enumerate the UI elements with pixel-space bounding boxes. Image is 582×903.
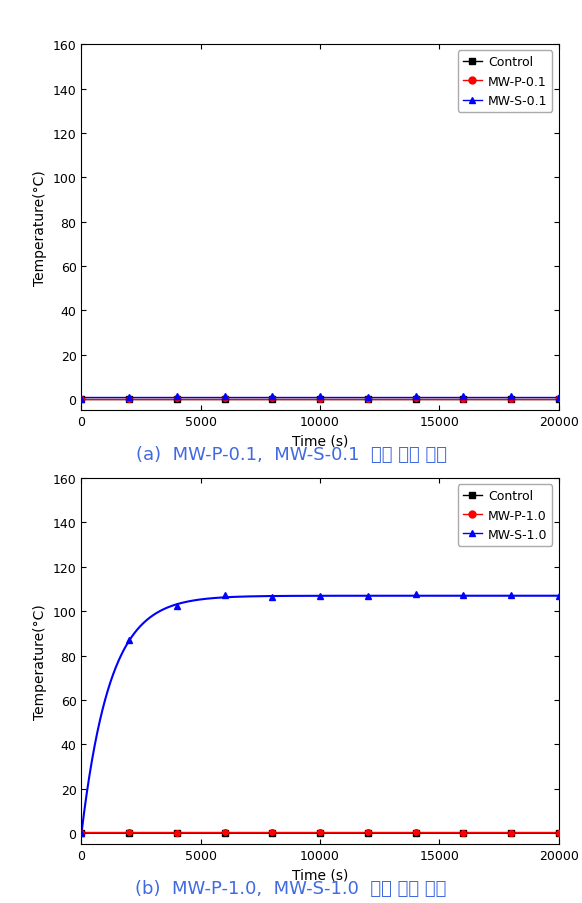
X-axis label: Time (s): Time (s) [292, 868, 348, 881]
Legend: Control, MW-P-0.1, MW-S-0.1: Control, MW-P-0.1, MW-S-0.1 [458, 51, 552, 113]
Legend: Control, MW-P-1.0, MW-S-1.0: Control, MW-P-1.0, MW-S-1.0 [458, 485, 552, 546]
Y-axis label: Temperature(°C): Temperature(°C) [33, 170, 47, 286]
Text: (a)  MW-P-0.1,  MW-S-0.1  발열 실험 결과: (a) MW-P-0.1, MW-S-0.1 발열 실험 결과 [136, 445, 446, 463]
Y-axis label: Temperature(°C): Temperature(°C) [33, 603, 47, 720]
X-axis label: Time (s): Time (s) [292, 434, 348, 448]
Text: (b)  MW-P-1.0,  MW-S-1.0  발열 실험 결과: (b) MW-P-1.0, MW-S-1.0 발열 실험 결과 [135, 879, 447, 897]
